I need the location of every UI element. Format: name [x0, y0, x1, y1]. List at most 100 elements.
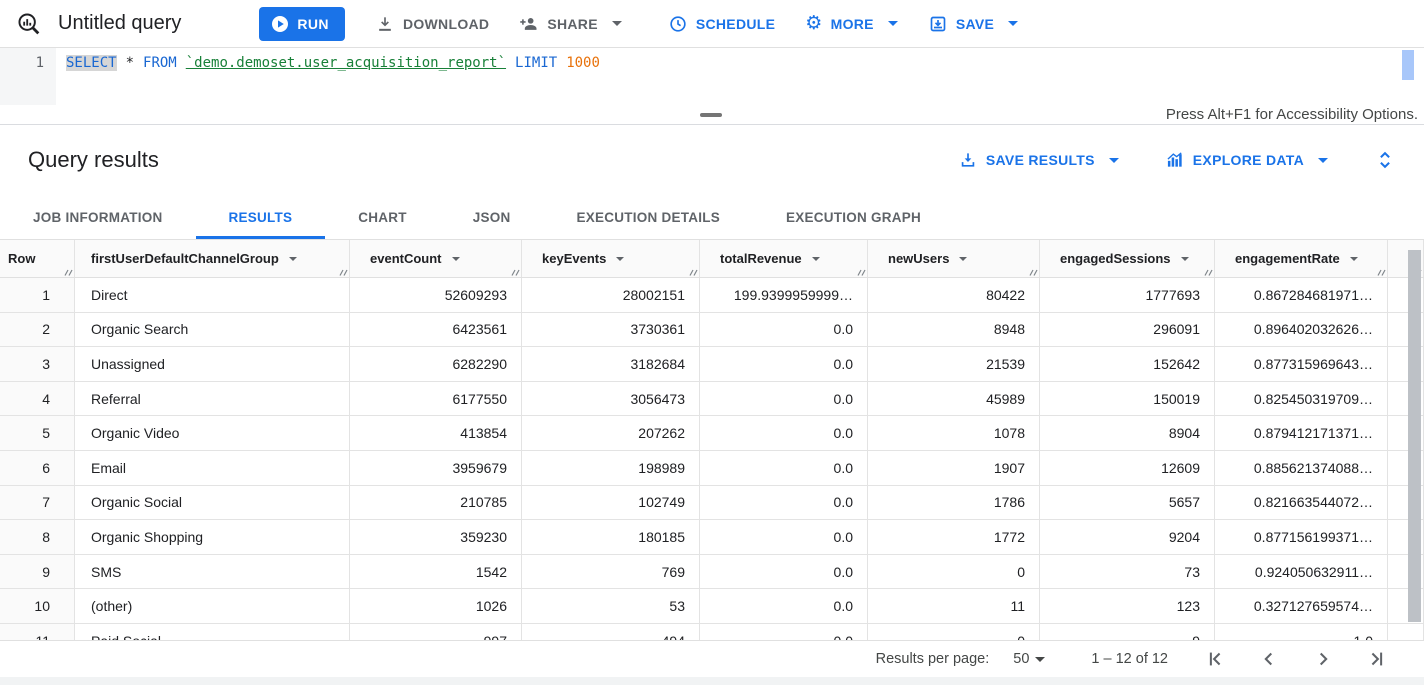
column-resize-handle[interactable] [689, 267, 698, 276]
column-resize-handle[interactable] [339, 267, 348, 276]
last-page-button[interactable] [1366, 648, 1388, 670]
bottom-scrollbar-track[interactable] [0, 677, 1424, 685]
save-results-dropdown-icon [1108, 157, 1119, 163]
column-menu-icon[interactable] [1180, 256, 1189, 261]
table-reference-link[interactable]: `demo.demoset.user_acquisition_report` [185, 55, 507, 71]
cell-engagementRate: 0.821663544072… [1215, 485, 1388, 520]
pagination-bar: Results per page: 50 1 – 12 of 12 [0, 640, 1424, 677]
column-menu-icon[interactable] [1349, 256, 1358, 261]
filler-cell [1388, 623, 1424, 640]
column-header-firstUserDefaultChannelGroup: firstUserDefaultChannelGroup [75, 240, 350, 277]
cell-eventCount: 3959679 [350, 450, 522, 485]
tab-job-information[interactable]: JOB INFORMATION [33, 209, 163, 225]
column-menu-icon[interactable] [616, 256, 625, 261]
cell-totalRevenue: 0.0 [700, 450, 868, 485]
cell-eventCount: 52609293 [350, 278, 522, 312]
column-menu-icon[interactable] [811, 256, 820, 261]
cell-newUsers: 8948 [868, 312, 1040, 347]
cell-keyEvents: 3056473 [522, 381, 700, 416]
table-row: 1 Direct 52609293 28002151 199.9399959999… 80… [0, 278, 1424, 313]
cell-keyEvents: 3182684 [522, 347, 700, 381]
cell-firstUserDefaultChannelGroup: Unassigned [75, 347, 350, 381]
download-button[interactable]: DOWNLOAD [375, 6, 489, 42]
editor-scrollbar-thumb[interactable] [1402, 50, 1414, 80]
cell-engagementRate: 0.896402032626… [1215, 312, 1388, 347]
more-button[interactable]: ⚙ MORE [805, 6, 898, 42]
table-row: 7 Organic Social 210785 102749 0.0 1786 5657 0.… [0, 485, 1424, 521]
column-resize-handle[interactable] [64, 267, 73, 276]
collapse-results-button[interactable] [1374, 147, 1396, 173]
cell-eventCount: 6423561 [350, 312, 522, 347]
share-button[interactable]: SHARE [519, 6, 622, 42]
column-menu-icon[interactable] [959, 256, 968, 261]
run-button[interactable]: RUN [259, 6, 345, 41]
cell-engagementRate: 0.327127659574… [1215, 589, 1388, 623]
cell-engagementRate: 0.885621374088… [1215, 450, 1388, 485]
cell-totalRevenue: 0.0 [700, 520, 868, 554]
tab-execution-graph[interactable]: EXECUTION GRAPH [786, 209, 922, 225]
tab-execution-details[interactable]: EXECUTION DETAILS [576, 209, 721, 225]
column-resize-handle[interactable] [1377, 267, 1386, 276]
cell-totalRevenue: 0.0 [700, 554, 868, 589]
table-row: 4 Referral 6177550 3056473 0.0 45989 150019 0.8… [0, 381, 1424, 417]
accessibility-hint: Press Alt+F1 for Accessibility Options. [1165, 106, 1418, 123]
run-label: RUN [297, 15, 329, 32]
table-row: 10 (other) 1026 53 0.0 11 123 0.327127659574… [0, 589, 1424, 624]
tab-results[interactable]: RESULTS [196, 195, 326, 239]
table-row: 8 Organic Shopping 359230 180185 0.0 1772 9204… [0, 520, 1424, 555]
column-menu-icon[interactable] [451, 256, 460, 261]
first-page-button[interactable] [1204, 648, 1226, 670]
results-per-page-label: Results per page: [875, 651, 990, 667]
schedule-label: SCHEDULE [695, 15, 776, 32]
column-menu-icon[interactable] [288, 256, 297, 261]
column-resize-handle[interactable] [1204, 267, 1213, 276]
column-resize-handle[interactable] [511, 267, 520, 276]
sql-keyword-from: FROM [143, 55, 177, 71]
table-scrollbar-thumb[interactable] [1408, 250, 1421, 622]
cell-newUsers: 0 [868, 623, 1040, 640]
column-resize-handle[interactable] [857, 267, 866, 276]
row-number-cell: 10 [0, 589, 75, 623]
schedule-button[interactable]: SCHEDULE [668, 6, 775, 42]
table-row: 11Paid Social9974940.0091.0 [0, 623, 1424, 640]
column-resize-handle[interactable] [1029, 267, 1038, 276]
cell-newUsers: 1907 [868, 450, 1040, 485]
query-magnifier-chart-icon [16, 11, 42, 37]
table-row: 5 Organic Video 413854 207262 0.0 1078 8904 0.8… [0, 416, 1424, 451]
cell-newUsers: 1078 [868, 416, 1040, 450]
column-header-row: Row [0, 240, 75, 277]
column-header-keyEvents: keyEvents [522, 240, 700, 277]
cell-engagedSessions: 8904 [1040, 416, 1215, 450]
unfold-chevrons-icon [1374, 147, 1396, 173]
cell-engagedSessions: 9204 [1040, 520, 1215, 554]
code-line: SELECT * FROM `demo.demoset.user_acquisitio… [66, 55, 609, 71]
query-results-header: Query results SAVE RESULTS [0, 125, 1424, 195]
column-header-totalRevenue: totalRevenue [700, 240, 868, 277]
table-body: 1 Direct 52609293 28002151 199.9399959999… 80… [0, 278, 1424, 640]
person-add-icon [519, 14, 539, 34]
page-size-select[interactable]: 50 [1013, 651, 1046, 667]
cell-engagementRate: 0.825450319709… [1215, 381, 1388, 416]
column-header-newUsers: newUsers [868, 240, 1040, 277]
explore-data-dropdown-icon [1318, 157, 1328, 163]
previous-page-button[interactable] [1258, 648, 1280, 670]
next-page-button[interactable] [1312, 648, 1334, 670]
table-header-row: Row firstUserDefaultChannelGroup eventCo… [0, 240, 1424, 278]
column-label: newUsers [888, 251, 950, 266]
cell-keyEvents: 102749 [522, 485, 700, 520]
cell-totalRevenue: 0.0 [700, 589, 868, 623]
splitter-drag-handle[interactable] [700, 113, 722, 117]
save-results-button[interactable]: SAVE RESULTS [958, 150, 1119, 170]
tab-json[interactable]: JSON [472, 209, 511, 225]
cell-eventCount: 1026 [350, 589, 522, 623]
cell-engagementRate: 1.0 [1215, 623, 1388, 640]
save-button[interactable]: SAVE [928, 6, 1019, 42]
explore-data-button[interactable]: EXPLORE DATA [1165, 150, 1328, 170]
tab-chart[interactable]: CHART [358, 209, 407, 225]
sql-editor[interactable]: 1 SELECT * FROM `demo.demoset.user_acquisit… [0, 48, 1424, 105]
cell-engagementRate: 0.877156199371… [1215, 520, 1388, 554]
cell-firstUserDefaultChannelGroup: Email [75, 450, 350, 485]
query-editor-toolbar: Untitled query RUN DOWNLOAD SHARE [0, 0, 1424, 48]
row-number-cell: 9 [0, 554, 75, 589]
download-tray-icon [958, 150, 978, 170]
